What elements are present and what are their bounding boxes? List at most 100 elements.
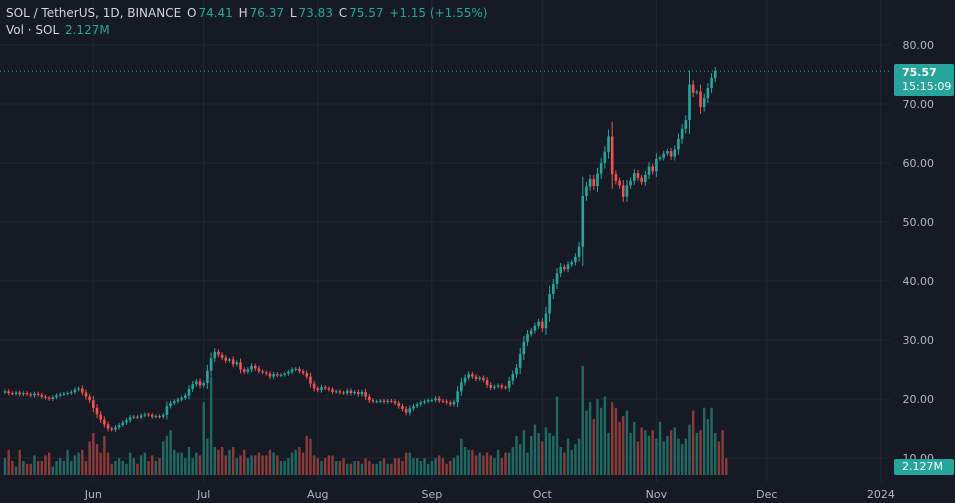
candle-body	[206, 370, 209, 384]
volume-bar	[55, 461, 58, 475]
candle-body	[596, 173, 599, 187]
volume-bar	[599, 407, 603, 475]
volume-bar	[349, 463, 353, 475]
volume-bar	[228, 449, 231, 475]
symbol-title[interactable]: SOL / TetherUS, 1D, BINANCE	[6, 6, 182, 20]
candle-body	[474, 376, 478, 379]
volume-bar	[504, 452, 507, 475]
x-tick-label: Jul	[196, 488, 210, 501]
candle-body	[331, 389, 334, 392]
volume-bar	[474, 455, 478, 475]
candle-body	[408, 408, 412, 413]
volume-bar	[342, 458, 345, 475]
candle-body	[500, 385, 504, 388]
volume-bar	[66, 449, 69, 475]
candle-body	[625, 185, 629, 197]
candle-body	[426, 400, 430, 402]
volume-bar	[202, 402, 205, 475]
volume-bar	[180, 452, 183, 475]
candle-body	[242, 369, 246, 372]
volume-bar	[103, 435, 106, 475]
candle-body	[309, 376, 312, 384]
volume-bar	[165, 435, 169, 475]
volume-bar	[250, 455, 253, 475]
candle-body	[257, 368, 261, 372]
volume-bar	[154, 461, 158, 475]
candle-body	[180, 397, 183, 400]
close-label: C	[338, 6, 348, 20]
candle-body	[706, 88, 710, 99]
candle-body	[132, 416, 136, 418]
volume-bar	[507, 452, 511, 475]
high-value: 76.37	[249, 6, 285, 20]
candle-body	[636, 173, 640, 178]
volume-bar	[246, 458, 250, 475]
volume-bar	[390, 463, 393, 475]
volume-bar	[353, 461, 356, 475]
volume-bar	[680, 444, 684, 475]
volume-bar	[62, 461, 66, 475]
candle-body	[77, 388, 80, 390]
volume-bar	[541, 441, 544, 475]
volume-bar	[95, 444, 99, 475]
candle-body	[125, 420, 128, 423]
candle-body	[607, 136, 610, 152]
volume-bar	[552, 435, 555, 475]
candle-body	[312, 383, 316, 389]
volume-bar	[603, 396, 607, 475]
candle-body	[493, 386, 496, 388]
volume-bar	[257, 452, 261, 475]
volume-bar	[136, 463, 139, 475]
volume-bar	[401, 461, 404, 475]
volume-bar	[327, 455, 331, 475]
x-tick-label: Sep	[422, 488, 443, 501]
candle-body	[246, 369, 250, 372]
candle-body	[548, 293, 551, 314]
x-tick-label: Jun	[84, 488, 102, 501]
volume-bar	[460, 438, 463, 475]
bar-countdown: 15:15:09	[902, 80, 952, 94]
candle-body	[22, 393, 25, 395]
last-price-value: 75.57	[902, 66, 937, 80]
candle-body	[92, 400, 95, 408]
volume-bar	[485, 452, 489, 475]
candle-body	[338, 391, 342, 393]
volume-bar	[622, 416, 625, 475]
volume-bar	[294, 449, 297, 475]
candle-body	[610, 136, 614, 175]
candle-body	[106, 424, 110, 429]
volume-label[interactable]: Vol · SOL	[6, 23, 60, 37]
volume-bar	[526, 452, 529, 475]
volume-bar	[625, 410, 629, 475]
volume-bar	[121, 461, 124, 475]
candle-body	[673, 149, 677, 157]
candle-body	[213, 351, 217, 359]
volume-bar	[489, 455, 492, 475]
volume-bar	[478, 452, 481, 475]
candle-body	[618, 180, 621, 186]
candle-body	[276, 374, 279, 376]
volume-bar	[574, 444, 577, 475]
volume-bar	[36, 461, 40, 475]
volume-bar	[438, 455, 441, 475]
open-label: O	[186, 6, 197, 20]
candle-body	[651, 166, 654, 172]
y-tick-label: 40.00	[903, 275, 935, 288]
volume-bar	[415, 458, 419, 475]
candle-body	[441, 400, 445, 402]
candle-body	[581, 196, 585, 247]
volume-bar	[158, 458, 161, 475]
candle-body	[40, 394, 44, 397]
volume-bar	[585, 410, 588, 475]
candle-body	[298, 368, 301, 372]
volume-bar	[335, 461, 338, 475]
candle-body	[699, 91, 702, 107]
volume-bar	[3, 458, 7, 475]
candle-body	[526, 334, 529, 342]
x-tick-label: Aug	[307, 488, 328, 501]
volume-bar	[173, 449, 176, 475]
volume-bar	[592, 419, 595, 475]
candle-body	[349, 390, 353, 394]
